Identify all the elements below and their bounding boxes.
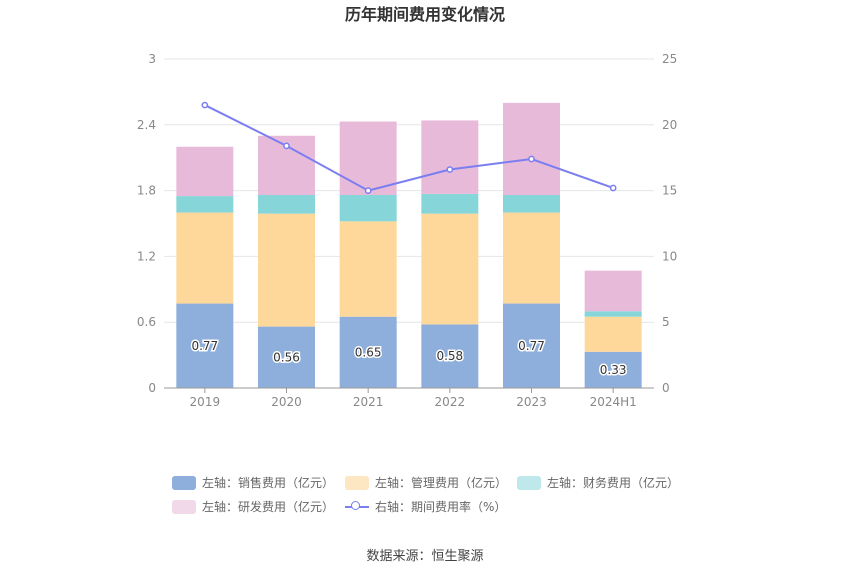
right-axis: 0 5 10 15 20 25 [662,52,677,395]
bar-label-sales: 0.33 [600,363,627,377]
bar-label-sales: 0.77 [518,339,545,353]
left-axis-tick-label: 1.8 [137,184,156,198]
legend-label-rnd: 左轴：研发费用（亿元） [202,500,335,514]
legend-item-admin[interactable]: 左轴：管理费用（亿元） [345,474,507,491]
expense-rate-point [201,101,209,109]
bar-admin [339,221,397,317]
bar-sales [503,303,560,388]
expense-rate-point [364,187,372,194]
bar-sales [258,326,315,388]
expense-rate-point [609,184,617,192]
legend-item-sales[interactable]: 左轴：销售费用（亿元） [172,474,334,491]
left-axis-tick-label: 3 [148,52,156,66]
legend-item-finance[interactable]: 左轴：财务费用（亿元） [517,474,679,491]
bar-admin [176,212,234,304]
left-axis: 0 0.6 1.2 1.8 2.4 3 [137,52,156,395]
bar-admin [503,212,560,304]
x-axis-tick-label: 2020 [271,395,302,409]
bar-label-sales: 0.58 [436,349,463,363]
expense-rate-point [283,142,290,150]
legend-swatch-rnd [172,499,196,514]
bar-label-sales: 0.77 [191,339,218,353]
source-note: 数据来源：恒生聚源 [366,549,484,564]
bar-sales [339,316,397,388]
bar-rnd [421,120,479,194]
bars [176,102,642,388]
bar-sales [421,324,479,388]
right-axis-tick-label: 5 [662,315,670,329]
legend-item-rnd[interactable]: 左轴：研发费用（亿元） [172,498,334,515]
right-axis-tick-label: 0 [662,381,670,395]
bar-sales [176,303,234,388]
expense-rate-point [446,166,454,173]
bar-finance [176,196,234,213]
legend-label-finance: 左轴：财务费用（亿元） [547,476,680,490]
bar-labels: 0.77 0.56 0.65 0.58 0.77 0.33 [190,337,628,378]
chart-svg: 历年期间费用变化情况 0 0.6 1.2 1.8 2.4 3 0 5 10 15 20 25 0.7… [137,5,677,409]
bar-rnd [503,102,560,195]
bar-finance [258,194,315,214]
bar-label-sales: 0.56 [273,350,300,364]
bar-sales [584,351,642,388]
legend-swatch-admin [345,475,369,490]
legend-swatch-expense-rate [345,500,369,514]
bar-rnd [584,270,642,312]
legend-swatch-finance [517,475,541,490]
x-axis-tick-label: 2022 [435,395,466,409]
right-axis-tick-label: 15 [662,184,677,198]
bar-finance [421,193,479,214]
bar-label-sales: 0.65 [355,345,382,359]
bar-admin [584,316,642,352]
bar-finance [503,194,560,213]
left-axis-tick-label: 0 [148,381,156,395]
chart-title: 历年期间费用变化情况 [345,5,505,24]
right-axis-tick-label: 25 [662,52,677,66]
x-axis-tick-label: 2024H1 [590,395,637,409]
legend-label-expense-rate: 右轴：期间费用率（%） [375,500,507,514]
left-axis-tick-label: 1.2 [137,249,156,263]
right-axis-tick-label: 20 [662,118,677,132]
bar-admin [258,213,315,327]
legend-label-admin: 左轴：管理费用（亿元） [375,476,508,490]
bar-finance [339,194,397,222]
expense-rate-point [528,155,535,163]
left-axis-tick-label: 0.6 [137,315,156,329]
bar-rnd [339,121,397,195]
x-axis-tick-label: 2019 [190,395,221,409]
legend-swatch-sales [172,475,196,490]
right-axis-tick-label: 10 [662,249,677,263]
x-axis-tick-label: 2023 [516,395,547,409]
x-axis-tick-label: 2021 [353,395,384,409]
legend-item-expense-rate[interactable]: 右轴：期间费用率（%） [345,498,506,515]
x-axis: 2019 2020 2021 2022 2023 2024H1 [164,387,654,409]
expense-rate-line [204,104,614,192]
line-series [201,101,617,194]
grid [164,58,654,323]
bar-rnd [176,146,234,197]
bar-finance [584,311,642,317]
left-axis-tick-label: 2.4 [137,118,156,132]
legend-label-sales: 左轴：销售费用（亿元） [202,476,335,490]
bar-admin [421,213,479,325]
